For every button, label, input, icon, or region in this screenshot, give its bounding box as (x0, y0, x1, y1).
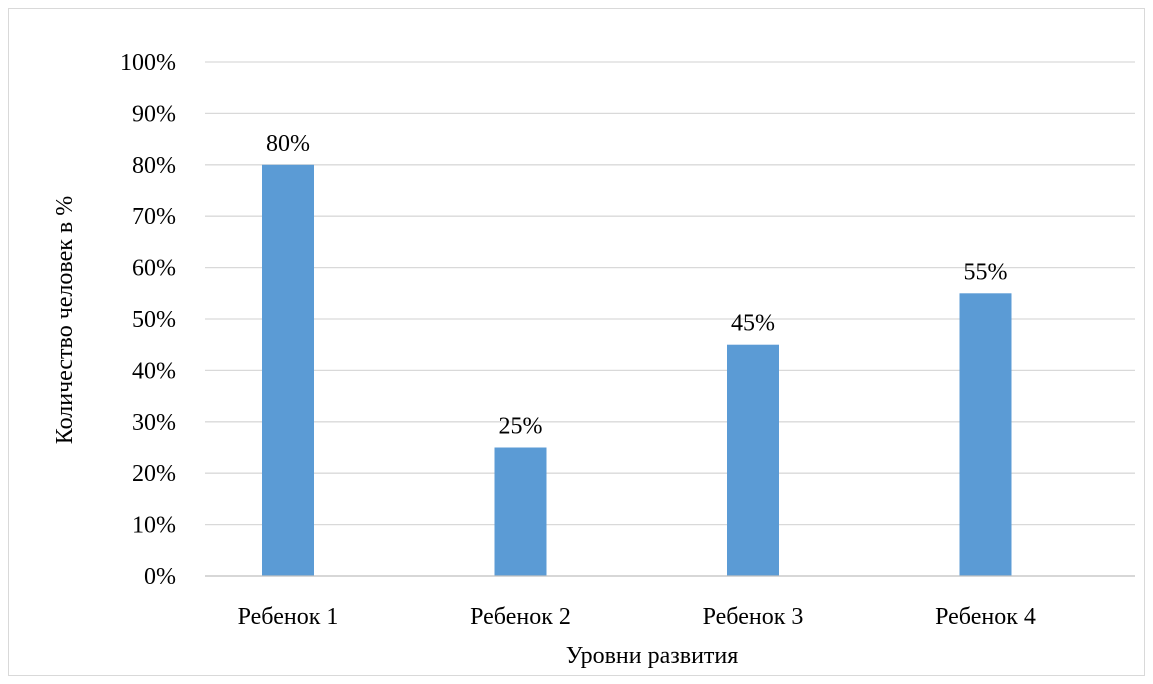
y-axis-title: Количество человек в % (52, 196, 78, 444)
bar (262, 164, 314, 577)
y-tick-label: 20% (132, 461, 176, 487)
y-tick-label: 100% (120, 50, 176, 76)
y-tick-label: 50% (132, 307, 176, 333)
y-tick-label: 60% (132, 256, 176, 282)
x-tick-label: Ребенок 4 (935, 604, 1036, 630)
y-tick-label: 80% (132, 153, 176, 179)
y-tick-label: 90% (132, 101, 176, 127)
x-tick-label: Ребенок 1 (238, 604, 339, 630)
y-tick-label: 10% (132, 513, 176, 539)
bar (494, 447, 547, 576)
data-label: 55% (964, 259, 1008, 285)
data-label: 45% (731, 311, 775, 337)
bars (262, 164, 1012, 577)
data-label: 80% (266, 131, 310, 157)
y-tick-label: 40% (132, 358, 176, 384)
x-tick-label: Ребенок 2 (470, 604, 571, 630)
y-tick-label: 0% (144, 564, 176, 590)
labels: 0% 10% 20% 30% 40% 50% 60% 70% 80% 90% 100% 80% Ребе… (120, 50, 1036, 630)
bar (959, 293, 1012, 576)
data-label: 25% (499, 414, 543, 440)
x-tick-label: Ребенок 3 (703, 604, 804, 630)
x-axis-title: Уровни развития (566, 643, 739, 669)
y-tick-label: 70% (132, 204, 176, 230)
bar (727, 344, 779, 576)
y-tick-label: 30% (132, 410, 176, 436)
chart-frame (8, 8, 1145, 676)
